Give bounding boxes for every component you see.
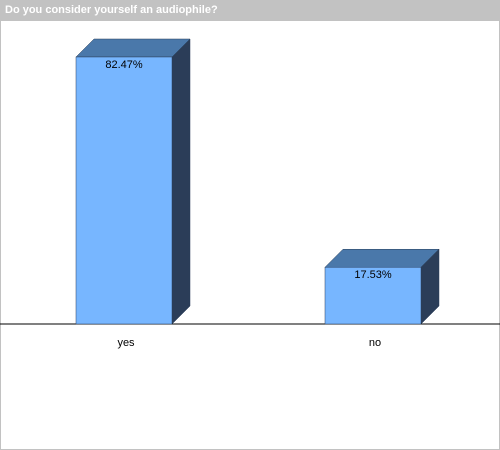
- bar: [324, 248, 440, 325]
- title-bar: [0, 0, 500, 20]
- value-label: 17.53%: [354, 269, 392, 281]
- bar: [75, 38, 191, 325]
- bar-side: [171, 38, 191, 325]
- bar-front: [324, 266, 422, 325]
- bar-top: [75, 38, 191, 58]
- x-tick-label: no: [369, 337, 381, 349]
- bar-front: [75, 56, 173, 325]
- x-tick-label: yes: [117, 337, 135, 349]
- chart-title: Do you consider yourself an audiophile?: [5, 4, 218, 16]
- value-label: 82.47%: [105, 59, 143, 71]
- chart-frame: [0, 20, 500, 450]
- bar-top: [324, 248, 440, 268]
